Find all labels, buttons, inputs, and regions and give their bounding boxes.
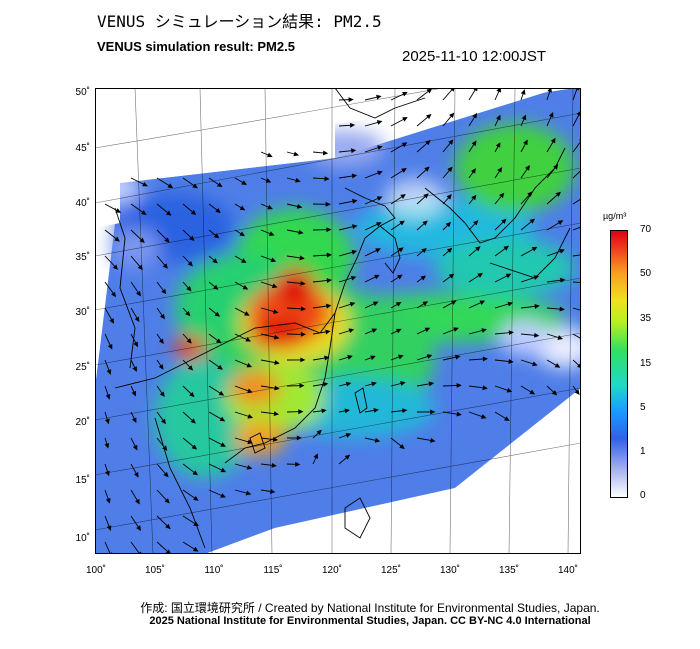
lat-label-10: 10˚ (75, 533, 90, 544)
colorbar-label-35: 35 (640, 313, 652, 324)
colorbar-label-15: 15 (640, 358, 652, 369)
lon-label-100: 100˚ (85, 565, 106, 576)
lat-label-30: 30˚ (75, 307, 90, 318)
colorbar-unit: µg/m³ (603, 211, 627, 221)
lon-label-125: 125˚ (380, 565, 401, 576)
concentration-field (95, 88, 581, 554)
colorbar-label-1: 1 (640, 446, 646, 457)
title-en: VENUS simulation result: PM2.5 (97, 39, 295, 54)
colorbar-label-5: 5 (640, 402, 646, 413)
lon-label-115: 115˚ (263, 565, 283, 576)
lat-label-35: 35˚ (75, 252, 90, 263)
lon-label-135: 135˚ (498, 565, 519, 576)
lat-label-20: 20˚ (75, 417, 90, 428)
credit-line: 作成: 国立環境研究所 / Created by National Instit… (140, 601, 600, 615)
title-jp: VENUS シミュレーション結果: PM2.5 (97, 12, 382, 31)
lon-label-140: 140˚ (557, 565, 578, 576)
copyright-line: 2025 National Institute for Environmenta… (149, 615, 591, 627)
timestamp: 2025-11-10 12:00JST (402, 48, 546, 65)
colorbar-label-70: 70 (640, 224, 652, 235)
lat-label-15: 15˚ (75, 475, 90, 486)
colorbar-label-50: 50 (640, 268, 652, 279)
coastlines (114, 88, 571, 549)
colorbar (610, 230, 628, 498)
lon-label-130: 130˚ (439, 565, 460, 576)
lat-label-25: 25˚ (75, 362, 90, 373)
colorbar-label-0: 0 (640, 490, 646, 501)
lon-label-110: 110˚ (204, 565, 224, 576)
lat-label-40: 40˚ (75, 198, 90, 209)
lat-label-45: 45˚ (75, 143, 90, 154)
lon-label-120: 120˚ (321, 565, 342, 576)
lat-label-50: 50˚ (75, 87, 90, 98)
graticule (95, 88, 581, 554)
pm25-map (95, 88, 581, 554)
lon-label-105: 105˚ (144, 565, 165, 576)
